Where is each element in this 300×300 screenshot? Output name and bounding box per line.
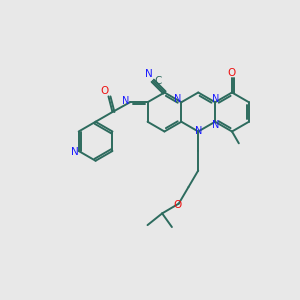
Text: N: N (174, 94, 181, 104)
Text: N: N (194, 127, 202, 136)
Text: O: O (100, 86, 109, 96)
Text: O: O (174, 200, 182, 210)
Text: O: O (228, 68, 236, 78)
Text: N: N (212, 120, 220, 130)
Text: C: C (154, 76, 161, 86)
Text: N: N (71, 147, 79, 157)
Text: N: N (122, 96, 130, 106)
Text: N: N (145, 69, 153, 79)
Text: N: N (212, 94, 220, 104)
